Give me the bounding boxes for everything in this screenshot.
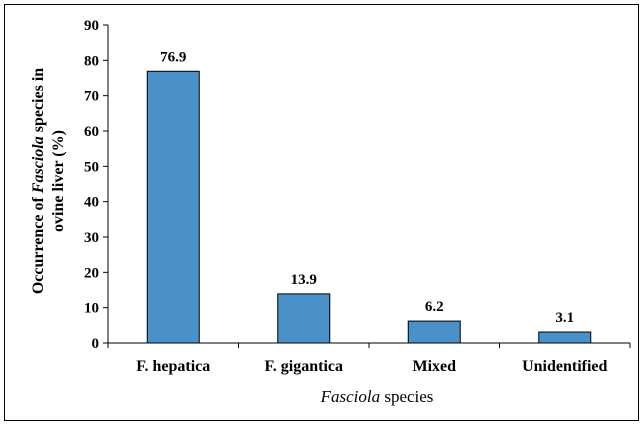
y-axis-title: Occurrence of Fasciola species in [30, 68, 47, 294]
y-tick-label: 70 [84, 89, 99, 105]
category-label: Unidentified [522, 358, 607, 375]
y-tick-label: 30 [84, 230, 99, 246]
category-label: F. hepatica [136, 358, 210, 375]
data-label: 13.9 [291, 272, 317, 288]
y-axis-title-line2: ovine liver (%) [50, 130, 67, 232]
y-tick-label: 90 [84, 18, 99, 34]
y-tick-label: 10 [84, 301, 99, 317]
y-axis-title-suffix: species in [30, 68, 47, 137]
category-label: F. gigantica [264, 358, 343, 375]
y-axis: 0 10 20 30 40 50 60 70 80 90 [84, 18, 109, 352]
y-tick-label: 40 [84, 195, 99, 211]
x-axis-title-italic: Fasciola [320, 387, 381, 406]
bar [146, 70, 200, 344]
y-tick-label: 0 [92, 336, 100, 352]
bar [277, 293, 331, 344]
bar [407, 320, 461, 344]
data-labels: 76.9 13.9 6.2 3.1 [160, 49, 574, 326]
y-tick-label: 60 [84, 124, 99, 140]
bars [146, 70, 592, 344]
y-tick-label: 50 [84, 159, 99, 175]
category-label: Mixed [412, 358, 456, 375]
x-axis: F. hepatica F. gigantica Mixed Unidentified [107, 342, 631, 375]
bar-chart: 0 10 20 30 40 50 60 70 80 90 F. hepatica F. gigant… [30, 18, 631, 406]
data-label: 76.9 [160, 49, 186, 65]
bar [538, 331, 592, 344]
data-label: 6.2 [425, 299, 444, 315]
data-label: 3.1 [555, 310, 574, 326]
y-axis-title-italic: Fasciola [30, 136, 47, 194]
y-tick-label: 80 [84, 53, 99, 69]
chart-frame: 0 10 20 30 40 50 60 70 80 90 F. hepatica F. gigant… [4, 4, 639, 421]
x-axis-title-suffix: species [380, 387, 433, 406]
y-tick-label: 20 [84, 265, 99, 281]
y-axis-title-prefix: Occurrence of [30, 193, 47, 294]
x-axis-title: Fasciola species [320, 387, 434, 406]
